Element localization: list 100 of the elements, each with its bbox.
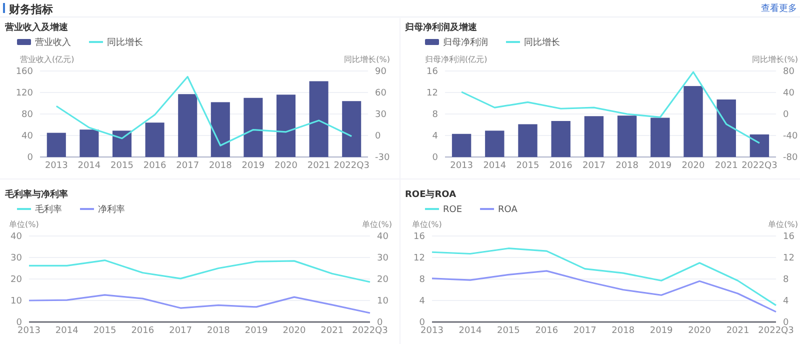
x-tick-label: 2016 [535, 326, 558, 336]
x-tick-label: 2022Q3 [334, 161, 370, 171]
chart-title: 毛利率与净利率 [4, 189, 68, 200]
x-tick-label: 2018 [612, 326, 635, 336]
y2-tick-label: 20 [377, 275, 389, 285]
y2-tick-label: -40 [783, 132, 798, 142]
x-tick-label: 2021 [714, 161, 738, 171]
y-tick-label: 0 [419, 318, 426, 328]
x-tick-label: 2017 [582, 161, 606, 171]
line-series [28, 294, 371, 314]
legend-label: ROA [498, 205, 518, 215]
y2-tick-label: 30 [375, 110, 387, 120]
x-tick-label: 2019 [244, 326, 268, 336]
y2-tick-label: 4 [783, 296, 789, 306]
legend-label: 同比增长 [107, 37, 143, 48]
x-tick-label: 2021 [307, 161, 330, 171]
y2-tick-label: -80 [783, 153, 798, 163]
bar [145, 122, 164, 157]
line-series [28, 260, 371, 283]
line-series [431, 248, 777, 306]
bar [750, 134, 770, 157]
x-tick-label: 2020 [682, 161, 705, 171]
x-tick-label: 2021 [726, 326, 750, 336]
y-tick-label: 8 [432, 110, 438, 120]
x-tick-label: 2015 [516, 161, 540, 171]
legend-label: ROE [443, 205, 462, 215]
bar [178, 94, 198, 157]
bar [244, 98, 263, 157]
x-tick-label: 2020 [688, 326, 712, 336]
bar [684, 86, 703, 157]
x-tick-label: 2013 [420, 326, 444, 336]
x-tick-label: 2019 [648, 161, 672, 171]
line-series [431, 270, 777, 313]
y2-axis-title: 单位(%) [362, 220, 392, 229]
y2-tick-label: -30 [375, 153, 390, 163]
y2-tick-label: 0 [375, 132, 381, 142]
x-tick-label: 2022Q3 [758, 326, 794, 336]
x-tick-label: 2016 [549, 161, 573, 171]
x-tick-label: 2019 [242, 161, 265, 171]
y2-tick-label: 8 [783, 275, 789, 285]
y-tick-label: 12 [426, 88, 438, 98]
bar [112, 130, 132, 157]
y-axis-title: 营业收入(亿元) [20, 55, 74, 64]
y-tick-label: 4 [432, 132, 438, 142]
bar [210, 102, 230, 157]
y-tick-label: 16 [414, 232, 426, 242]
y2-tick-label: 0 [783, 318, 789, 328]
legend-label: 归母净利润 [443, 37, 488, 48]
x-tick-label: 2017 [573, 326, 596, 336]
bar [617, 116, 637, 157]
text: 查看更多 [761, 3, 797, 14]
line-series [56, 76, 352, 146]
legend-label: 毛利率 [35, 204, 62, 215]
x-tick-label: 2015 [93, 326, 116, 336]
x-tick-label: 2017 [169, 326, 192, 336]
y-tick-label: 10 [10, 296, 22, 306]
y2-axis-title: 同比增长(%) [752, 55, 798, 64]
y-tick-label: 0 [432, 153, 438, 163]
y2-tick-label: 40 [377, 232, 389, 242]
bar [650, 118, 670, 157]
y-tick-label: 30 [10, 254, 22, 264]
y-tick-label: 4 [419, 296, 426, 306]
x-tick-label: 2022Q3 [742, 161, 778, 171]
x-tick-label: 2020 [274, 161, 298, 171]
x-tick-label: 2015 [496, 326, 520, 336]
y2-axis-title: 同比增长(%) [344, 55, 390, 64]
x-tick-label: 2016 [143, 161, 167, 171]
y-tick-label: 12 [414, 254, 425, 264]
chart-title: 归母净利润及增速 [404, 22, 478, 33]
bar [485, 130, 504, 157]
x-tick-label: 2017 [176, 161, 200, 171]
x-tick-label: 2018 [206, 326, 230, 336]
y2-tick-label: 0 [783, 110, 789, 120]
bar [309, 81, 328, 157]
y2-tick-label: 60 [375, 88, 387, 98]
legend-label: 同比增长 [524, 37, 560, 48]
x-tick-label: 2018 [208, 161, 232, 171]
y-axis-title: 单位(%) [9, 220, 39, 229]
x-tick-label: 2021 [320, 326, 344, 336]
bar [452, 134, 472, 157]
y-tick-label: 16 [426, 67, 438, 77]
y-tick-label: 0 [27, 153, 34, 163]
x-tick-label: 2014 [55, 326, 79, 336]
y-axis-title: 单位(%) [412, 220, 442, 229]
y-tick-label: 160 [16, 67, 34, 77]
y2-tick-label: 40 [783, 88, 795, 98]
bar [518, 124, 538, 157]
chart-title: 营业收入及增速 [4, 22, 69, 33]
bar [80, 130, 99, 157]
y2-tick-label: 12 [783, 254, 794, 264]
y2-tick-label: 80 [783, 67, 795, 77]
x-tick-label: 2014 [483, 161, 506, 171]
y2-tick-label: 30 [377, 254, 389, 264]
bar [584, 116, 604, 157]
x-tick-label: 2013 [44, 161, 68, 171]
legend-label: 净利率 [98, 204, 125, 215]
y2-tick-label: 10 [377, 296, 389, 306]
x-tick-label: 2014 [458, 326, 482, 336]
x-tick-label: 2015 [110, 161, 134, 171]
x-tick-label: 2016 [131, 326, 154, 336]
